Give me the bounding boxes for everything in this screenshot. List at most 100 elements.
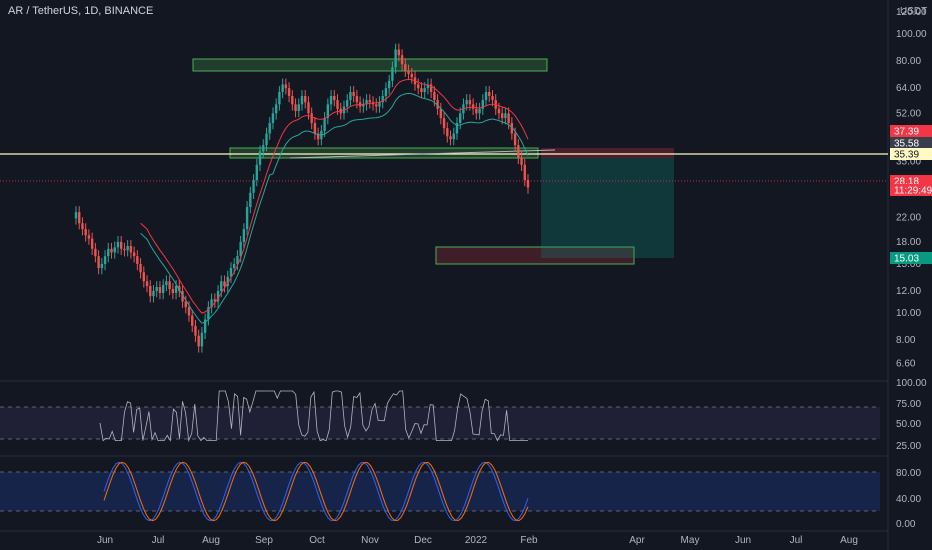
price-tag-label: 15.03 — [894, 254, 919, 265]
candle-body — [291, 95, 294, 105]
candle-body — [352, 92, 355, 96]
time-tick-label: Aug — [840, 535, 858, 546]
time-scale: Jun Jul Aug Sep Oct Nov Dec 2022 Feb Apr May Jun Jul… — [97, 535, 858, 546]
candle-body — [213, 299, 217, 302]
price-tag — [890, 125, 932, 137]
candle-body — [394, 49, 397, 68]
price-tick-label: 80.00 — [896, 56, 921, 67]
candle-body — [436, 100, 439, 109]
time-tick-label: Jun — [97, 535, 113, 546]
candle-body — [304, 95, 307, 103]
candle-body — [420, 88, 423, 93]
candle-body — [488, 92, 491, 96]
target-zone — [435, 246, 635, 265]
indicator-tick-label: 25.00 — [896, 441, 921, 452]
time-tick-label: Feb — [520, 535, 538, 546]
candle-body — [87, 235, 91, 239]
time-tick-label: May — [681, 535, 700, 546]
price-tick-label: 10.00 — [896, 308, 921, 319]
candle-body — [475, 108, 478, 114]
candle-body — [242, 229, 246, 242]
candle-body — [100, 263, 104, 269]
candle-body — [397, 49, 401, 56]
candle-body — [313, 123, 317, 134]
candle-body — [497, 108, 501, 114]
candle-body — [255, 164, 258, 180]
candle-body — [468, 100, 472, 105]
candle-body — [452, 133, 455, 140]
ema-fast-line — [140, 78, 529, 314]
price-tick-label: 12.00 — [896, 286, 921, 297]
candle-body — [491, 95, 494, 101]
candle-body — [384, 88, 388, 96]
candle-body — [123, 248, 126, 251]
candle-body — [178, 286, 181, 292]
candle-body — [155, 287, 158, 292]
time-tick-label: Sep — [255, 535, 273, 546]
stop-loss-zone — [541, 148, 674, 158]
candle-body — [326, 104, 330, 119]
time-tick-label: Aug — [202, 535, 220, 546]
candle-body — [287, 88, 291, 96]
candle-body — [400, 55, 404, 65]
candle-body — [310, 113, 313, 124]
candle-body — [149, 286, 152, 297]
price-tag — [890, 148, 932, 160]
price-tick-label: 6.60 — [896, 358, 916, 369]
candle-body — [465, 100, 468, 105]
candle-body — [368, 100, 371, 103]
candle-body — [191, 315, 194, 326]
candle-body — [103, 256, 107, 264]
candle-body — [349, 92, 352, 101]
price-tick-label: 120.00 — [896, 7, 927, 18]
indicator-tick-label: 0.00 — [896, 519, 916, 530]
candle-body — [478, 108, 481, 114]
indicator-tick-label: 75.00 — [896, 399, 921, 410]
candle-body — [226, 276, 229, 287]
time-tick-label: Nov — [361, 535, 379, 546]
candle-body — [81, 223, 84, 230]
candle-body — [97, 256, 100, 269]
candle-body — [316, 133, 320, 140]
candle-body — [333, 95, 336, 101]
candle-body — [239, 241, 242, 257]
price-tag-label: 37.39 — [894, 127, 919, 138]
time-tick-label: Jul — [152, 535, 165, 546]
candle-body — [307, 102, 310, 114]
rsi-line — [99, 390, 528, 443]
candle-body — [171, 289, 175, 294]
candle-body — [181, 291, 184, 302]
candle-body — [513, 133, 517, 146]
candle-body — [129, 245, 133, 253]
time-tick-label: Jul — [790, 535, 803, 546]
candle-body — [387, 80, 391, 89]
candle-body — [139, 263, 142, 273]
candle-body — [249, 192, 252, 208]
time-tick-label: Oct — [309, 535, 325, 546]
take-profit-zone — [541, 158, 674, 258]
indicator-tick-label: 50.00 — [896, 419, 921, 430]
candle-body — [381, 95, 384, 103]
candle-body — [300, 95, 304, 105]
candle-body — [236, 256, 239, 264]
stoch-k-line — [103, 461, 529, 522]
price-tick-label: 64.00 — [896, 83, 921, 94]
candle-body — [297, 104, 300, 112]
candle-body — [365, 100, 368, 105]
candle-body — [484, 92, 488, 101]
price-tick-label: 22.00 — [896, 213, 921, 224]
candle-body — [233, 263, 236, 269]
candle-body — [362, 104, 365, 107]
candle-body — [471, 104, 475, 109]
candle-body — [378, 102, 381, 107]
candle-body — [404, 64, 407, 71]
candle-body — [323, 118, 326, 131]
price-tag-label: 35.39 — [894, 150, 919, 161]
price-tag-label: 11:29:49 — [894, 186, 932, 197]
candle-body — [278, 92, 281, 105]
candle-body — [200, 332, 204, 347]
candle-body — [94, 248, 97, 257]
candle-body — [110, 248, 113, 253]
candle-body — [391, 67, 394, 81]
